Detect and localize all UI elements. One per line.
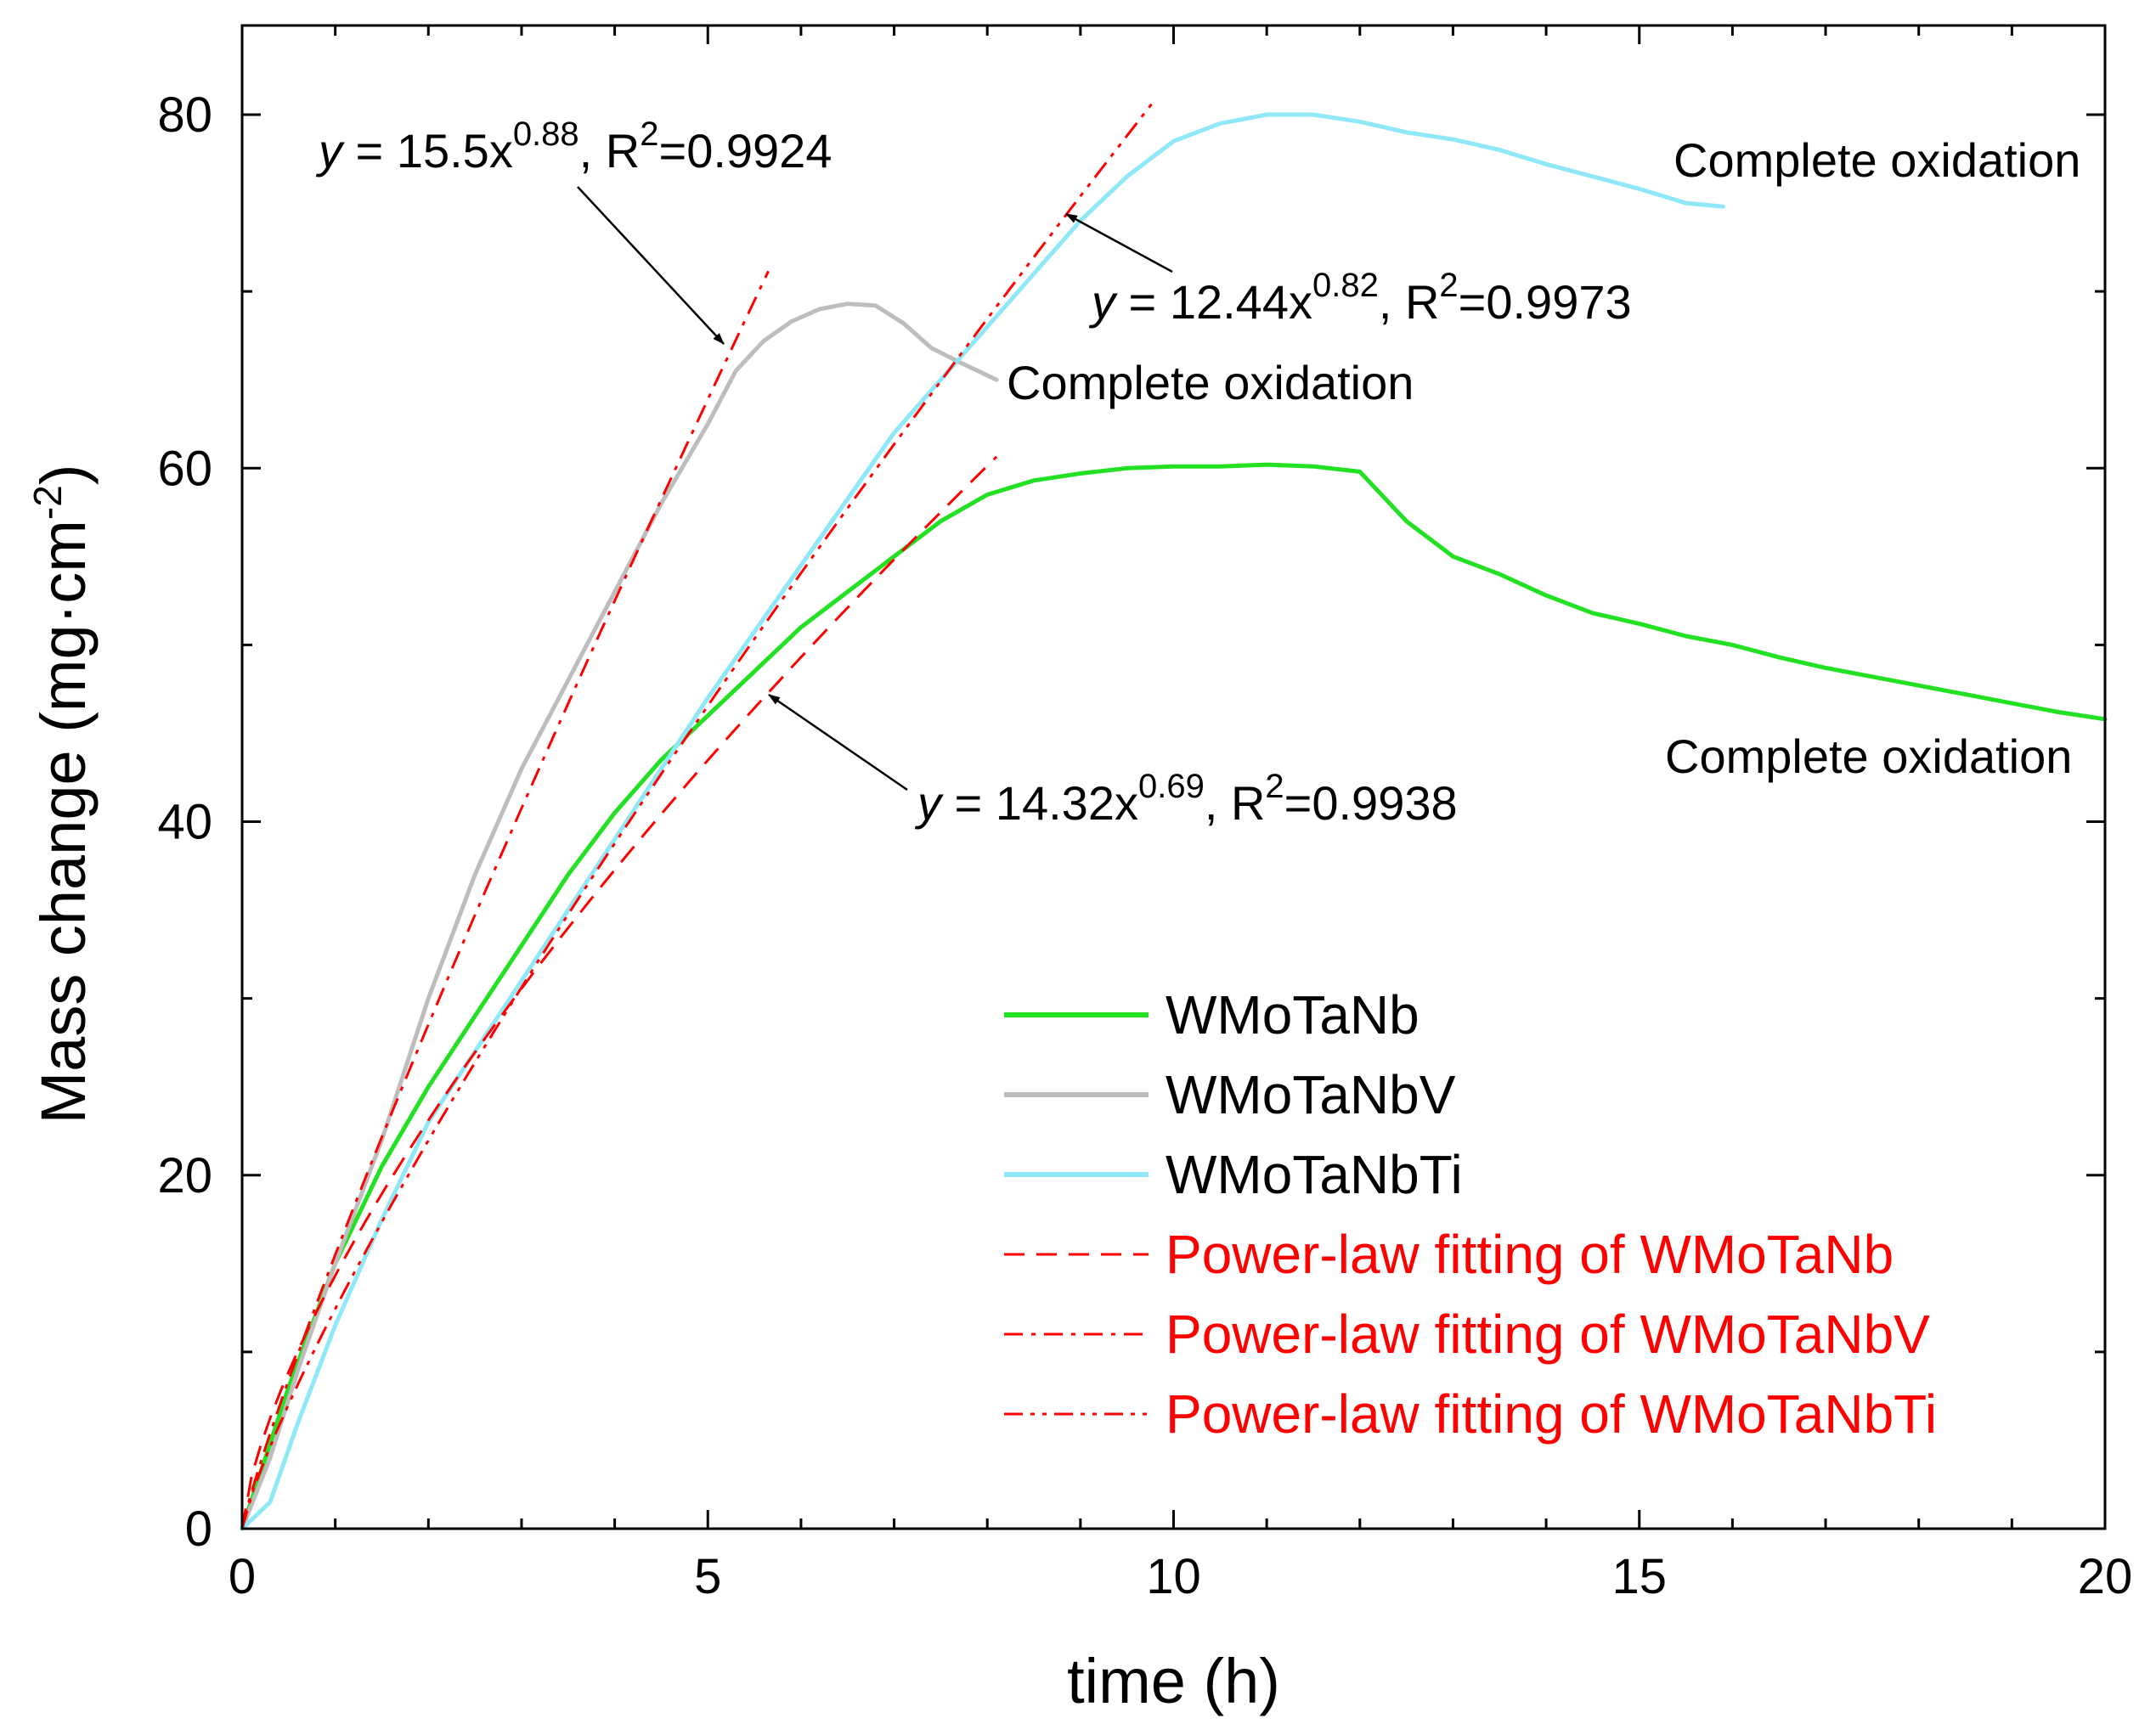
equation-wmotanbv-r-exp: 2: [640, 115, 658, 153]
equation-wmotanbti: y = 12.44x0.82, R2=0.9973: [1088, 267, 1632, 329]
equation-wmotanbv-y: y: [315, 124, 345, 177]
complete-oxidation-wmotanb: Complete oxidation: [1665, 730, 2072, 783]
equation-wmotanbti-exp: 0.82: [1312, 267, 1379, 304]
legend: WMoTaNb WMoTaNbV WMoTaNbTi Power-law fittin…: [1004, 984, 1937, 1445]
equation-wmotanb-tail: =0.9938: [1284, 776, 1458, 830]
equation-wmotanb: y = 14.32x0.69, R2=0.9938: [914, 768, 1458, 830]
equation-wmotanbti-y: y: [1088, 275, 1118, 329]
y-tick-label: 60: [157, 441, 212, 496]
equation-wmotanb-y: y: [914, 776, 944, 830]
x-tick-label: 5: [694, 1549, 721, 1604]
series-line-wmotanbv: [240, 301, 999, 1531]
equation-wmotanbti-main: = 12.44x: [1115, 275, 1312, 329]
x-tick-label: 15: [1611, 1549, 1667, 1604]
arrow-to-wmotanbti-fit: [1065, 212, 1173, 273]
equation-wmotanbti-mid: , R: [1379, 275, 1440, 329]
equation-wmotanbti-tail: =0.9973: [1459, 275, 1632, 329]
fit-line-2: [240, 270, 770, 1530]
x-tick-label: 10: [1146, 1549, 1201, 1604]
y-axis-title-main: Mass change (mg·cm: [28, 520, 99, 1124]
y-tick-label: 20: [157, 1148, 212, 1203]
y-tick-label: 0: [185, 1501, 212, 1557]
x-tick-label: 0: [229, 1549, 256, 1604]
legend-label-4: Power-law fitting of WMoTaNb: [1165, 1224, 1894, 1285]
series-line-wmotanbti: [240, 112, 1725, 1531]
series-line-wmotanb: [240, 462, 2108, 1531]
complete-oxidation-wmotanbti: Complete oxidation: [1673, 133, 2080, 187]
legend-label-1: WMoTaNb: [1165, 984, 1419, 1045]
x-tick-label: 20: [2078, 1549, 2133, 1604]
legend-label-2: WMoTaNbV: [1165, 1064, 1456, 1125]
fit-line-3: [240, 99, 1156, 1530]
fit-line-1: [240, 455, 998, 1530]
x-axis-title: time (h): [1067, 1646, 1280, 1716]
axes-layer: 0 5 10 15 20 0 20 40 60 80 time (h) Mass change (mg…: [25, 24, 2133, 1716]
equation-wmotanbti-r-exp: 2: [1439, 267, 1458, 304]
arrow-to-wmotanbv-fit: [577, 186, 725, 345]
y-axis-title-sup: -2: [25, 485, 70, 520]
equation-wmotanbv-mid: , R: [579, 124, 641, 177]
equation-wmotanbv: y = 15.5x0.88, R2=0.9924: [315, 115, 832, 177]
fit-lines-layer: [240, 99, 1156, 1530]
equation-wmotanbv-main: = 15.5x: [342, 124, 513, 177]
complete-oxidation-wmotanbv: Complete oxidation: [1007, 356, 1414, 409]
y-axis-title: Mass change (mg·cm-2): [25, 465, 99, 1124]
series-layer: [240, 112, 2108, 1531]
legend-label-5: Power-law fitting of WMoTaNbV: [1165, 1304, 1930, 1365]
equation-wmotanb-mid: , R: [1205, 776, 1266, 830]
equation-wmotanb-main: = 14.32x: [941, 776, 1138, 830]
legend-label-6: Power-law fitting of WMoTaNbTi: [1165, 1383, 1937, 1445]
y-tick-label: 80: [157, 87, 212, 143]
y-tick-label: 40: [157, 795, 212, 850]
legend-label-3: WMoTaNbTi: [1165, 1144, 1463, 1205]
arrow-to-wmotanb-fit: [768, 693, 908, 792]
equation-wmotanbv-exp: 0.88: [513, 115, 579, 153]
equation-wmotanbv-tail: =0.9924: [658, 124, 832, 177]
equation-wmotanb-exp: 0.69: [1138, 768, 1205, 805]
equation-wmotanb-r-exp: 2: [1265, 768, 1284, 805]
y-axis-title-close: ): [28, 465, 99, 486]
